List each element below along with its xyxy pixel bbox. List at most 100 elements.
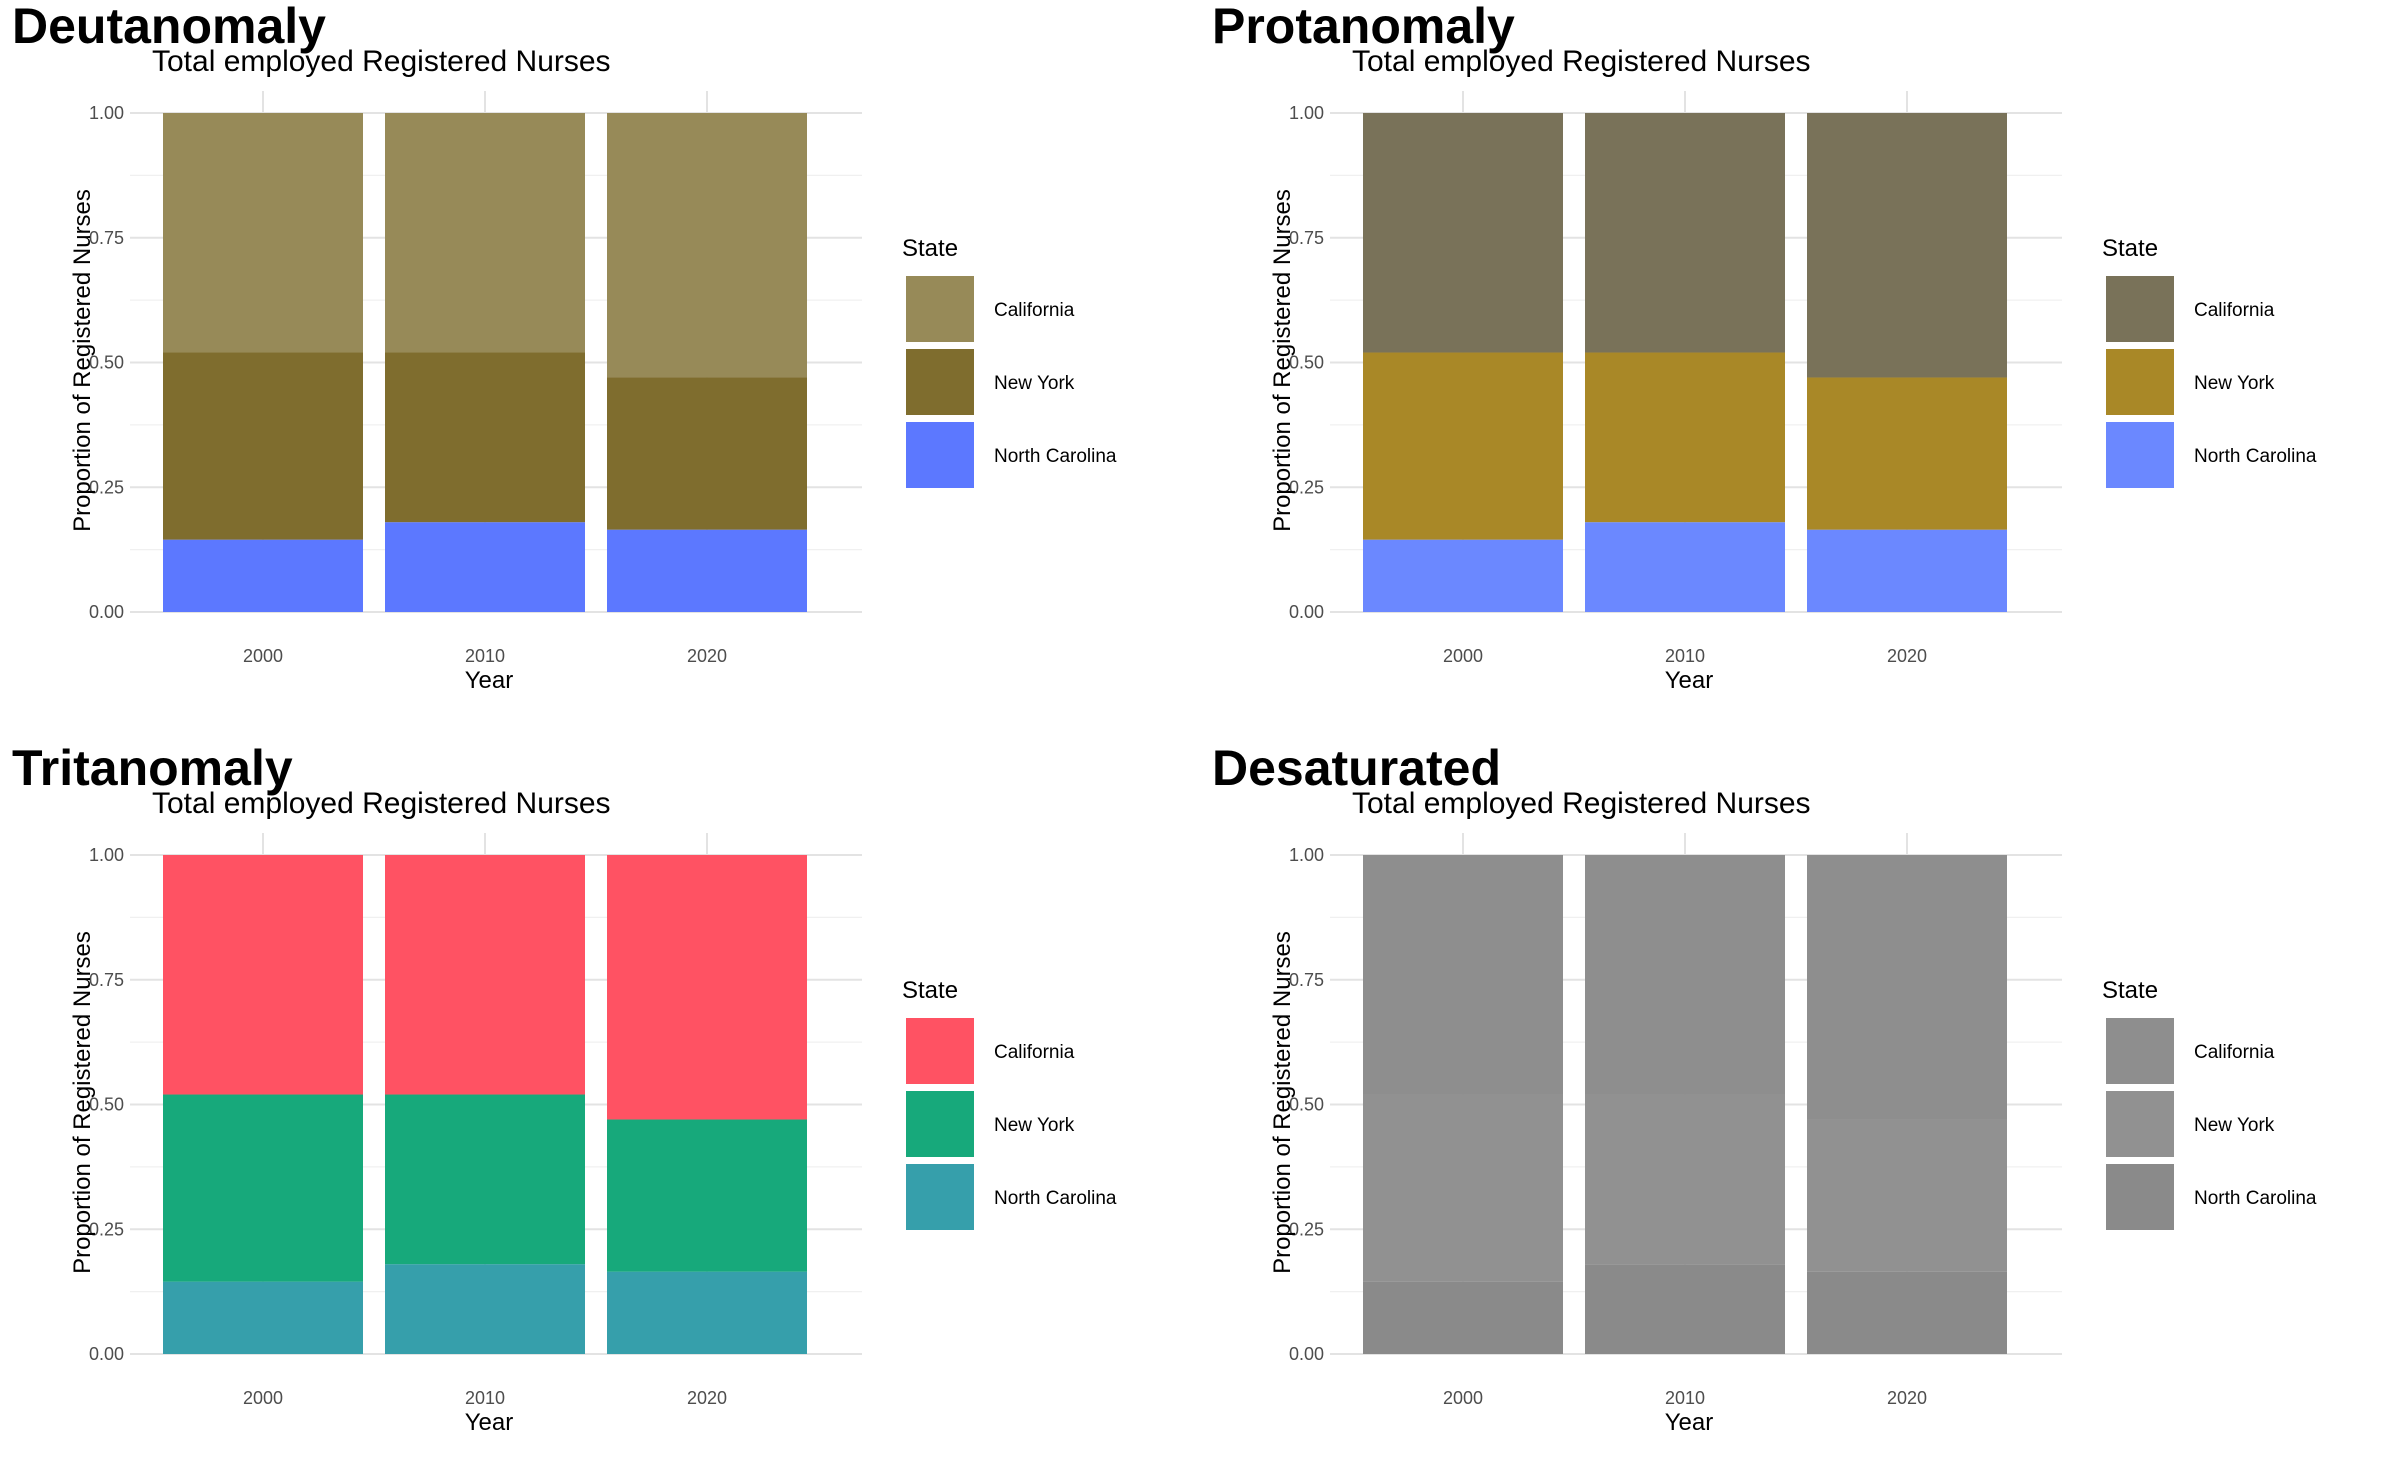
- legend-swatch: [2106, 349, 2174, 415]
- chart-panel-deutanomaly: 0.00 0.25 0.50 0.75 1.00 2000 2010 2020 Year Prop…: [0, 0, 1200, 740]
- chart-svg: 0.00 0.25 0.50 0.75 1.00 2000 2010 2020 Year Prop…: [1212, 742, 2317, 1436]
- y-tick-label: 1.00: [1289, 845, 1324, 865]
- bars: [163, 113, 807, 612]
- chart-svg: 0.00 0.25 0.50 0.75 1.00 2000 2010 2020 Year Prop…: [1212, 0, 2317, 694]
- legend-label: New York: [2194, 373, 2275, 394]
- bar-segment: [1363, 1094, 1563, 1282]
- x-axis-title: Year: [465, 667, 514, 694]
- y-tick-label: 1.00: [89, 103, 124, 123]
- bar-segment: [1585, 522, 1785, 612]
- bar-segment: [385, 855, 585, 1095]
- bar-segment: [385, 1094, 585, 1265]
- legend: State California New York North Carolina: [2102, 977, 2317, 1230]
- bar-segment: [1363, 539, 1563, 612]
- chart-panel-tritanomaly: 0.00 0.25 0.50 0.75 1.00 2000 2010 2020 Year Prop…: [0, 742, 1200, 1482]
- x-tick-label: 2020: [687, 1388, 727, 1408]
- bar-segment: [1363, 352, 1563, 540]
- y-tick-label: 0.25: [1289, 1219, 1324, 1239]
- legend-label: California: [2194, 1042, 2275, 1063]
- x-tick-label: 2000: [1443, 646, 1483, 666]
- y-tick-label: 0.25: [1289, 477, 1324, 497]
- bar-segment: [1807, 377, 2007, 530]
- chart-panel-desaturated: 0.00 0.25 0.50 0.75 1.00 2000 2010 2020 Year Prop…: [1200, 742, 2400, 1482]
- legend-label: North Carolina: [2194, 446, 2317, 467]
- bar-segment: [607, 113, 807, 378]
- x-tick-label: 2010: [465, 1388, 505, 1408]
- bar-segment: [607, 1271, 807, 1354]
- y-tick-label: 0.75: [89, 228, 124, 248]
- bar-segment: [385, 352, 585, 523]
- x-tick-label: 2020: [1887, 1388, 1927, 1408]
- legend-label: North Carolina: [994, 1188, 1117, 1209]
- panel-title: Protanomaly: [1212, 0, 1515, 54]
- bar-segment: [1807, 113, 2007, 378]
- y-tick-label: 1.00: [1289, 103, 1324, 123]
- legend-label: California: [994, 300, 1075, 321]
- legend-swatch: [906, 1091, 974, 1157]
- x-tick-label: 2010: [1665, 646, 1705, 666]
- chart-svg: 0.00 0.25 0.50 0.75 1.00 2000 2010 2020 Year Prop…: [12, 0, 1117, 694]
- y-tick-label: 0.00: [89, 602, 124, 622]
- legend-swatch: [2106, 1091, 2174, 1157]
- legend-title: State: [902, 235, 958, 262]
- y-tick-label: 0.25: [89, 1219, 124, 1239]
- y-tick-label: 0.50: [89, 1095, 124, 1115]
- y-tick-label: 0.50: [89, 353, 124, 373]
- bar-segment: [1585, 113, 1785, 353]
- chart-subtitle: Total employed Registered Nurses: [1352, 45, 1811, 78]
- bar-segment: [607, 377, 807, 530]
- y-tick-label: 0.75: [89, 970, 124, 990]
- bar-segment: [1807, 529, 2007, 612]
- legend-swatch: [2106, 276, 2174, 342]
- legend-swatch: [906, 422, 974, 488]
- panel-title: Tritanomaly: [12, 742, 293, 796]
- bars: [1363, 113, 2007, 612]
- y-tick-label: 0.50: [1289, 1095, 1324, 1115]
- legend-label: California: [2194, 300, 2275, 321]
- legend-swatch: [906, 1164, 974, 1230]
- x-tick-label: 2020: [687, 646, 727, 666]
- x-tick-label: 2010: [1665, 1388, 1705, 1408]
- bar-segment: [1807, 1271, 2007, 1354]
- x-axis-title: Year: [465, 1409, 514, 1436]
- bar-segment: [607, 529, 807, 612]
- x-axis-title: Year: [1665, 1409, 1714, 1436]
- y-axis-title: Proportion of Registered Nurses: [69, 189, 96, 532]
- chart-panel-protanomaly: 0.00 0.25 0.50 0.75 1.00 2000 2010 2020 Year Prop…: [1200, 0, 2400, 740]
- y-axis-title: Proportion of Registered Nurses: [69, 931, 96, 1274]
- bar-segment: [163, 539, 363, 612]
- bar-segment: [385, 522, 585, 612]
- y-tick-label: 0.75: [1289, 228, 1324, 248]
- x-tick-label: 2000: [243, 1388, 283, 1408]
- legend: State California New York North Carolina: [902, 977, 1117, 1230]
- bar-segment: [1807, 1119, 2007, 1272]
- bar-segment: [163, 113, 363, 353]
- bar-segment: [1807, 855, 2007, 1120]
- legend-label: New York: [2194, 1115, 2275, 1136]
- y-tick-label: 0.25: [89, 477, 124, 497]
- legend-swatch: [2106, 1018, 2174, 1084]
- legend-swatch: [2106, 1164, 2174, 1230]
- bars: [163, 855, 807, 1354]
- legend-label: North Carolina: [994, 446, 1117, 467]
- legend-title: State: [902, 977, 958, 1004]
- bar-segment: [163, 352, 363, 540]
- legend-swatch: [2106, 422, 2174, 488]
- legend-swatch: [906, 1018, 974, 1084]
- bar-segment: [1585, 1094, 1785, 1265]
- y-tick-label: 0.75: [1289, 970, 1324, 990]
- x-tick-label: 2000: [243, 646, 283, 666]
- y-axis-title: Proportion of Registered Nurses: [1269, 189, 1296, 532]
- y-tick-label: 0.00: [1289, 602, 1324, 622]
- legend: State California New York North Carolina: [902, 235, 1117, 488]
- x-tick-label: 2010: [465, 646, 505, 666]
- legend-swatch: [906, 349, 974, 415]
- bar-segment: [1585, 855, 1785, 1095]
- legend-title: State: [2102, 235, 2158, 262]
- bar-segment: [163, 1281, 363, 1354]
- bar-segment: [385, 1264, 585, 1354]
- legend-label: California: [994, 1042, 1075, 1063]
- y-tick-label: 0.50: [1289, 353, 1324, 373]
- bar-segment: [163, 1094, 363, 1282]
- chart-svg: 0.00 0.25 0.50 0.75 1.00 2000 2010 2020 Year Prop…: [12, 742, 1117, 1436]
